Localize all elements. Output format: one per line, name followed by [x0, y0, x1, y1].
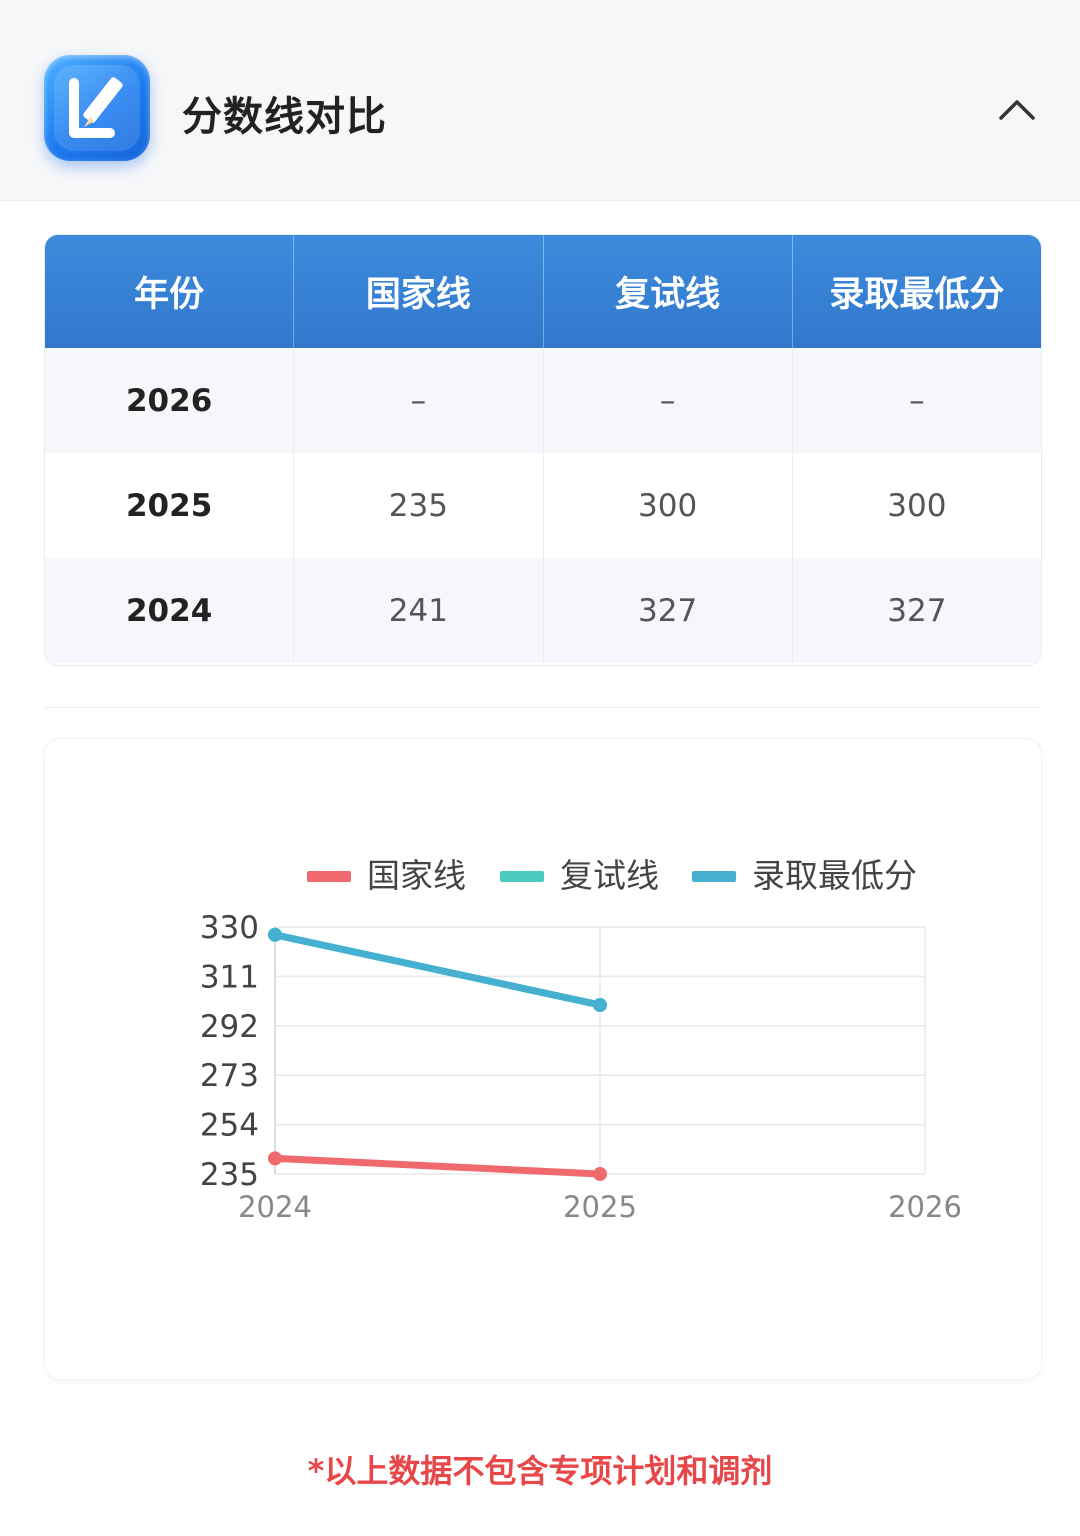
table-cell: 327 [887, 592, 947, 629]
pencil-edit-icon [44, 55, 150, 161]
data-point [593, 1167, 607, 1181]
x-tick-label: 2026 [888, 1190, 962, 1224]
series-line [271, 1154, 604, 1178]
legend-label: 国家线 [367, 856, 466, 895]
table-cell: 235 [294, 453, 544, 558]
data-point [268, 927, 282, 942]
table-cell: – [544, 348, 793, 453]
line-chart-card: 330 311 292 273 254 235 2024 2025 2026 国家线 复试线 录取最低… [44, 738, 1042, 1380]
legend-swatch [307, 871, 351, 882]
section-header: 分数线对比 [0, 0, 1080, 201]
x-tick-label: 2024 [238, 1190, 312, 1224]
page-title: 分数线对比 [182, 94, 387, 140]
table-cell: 300 [887, 487, 947, 524]
legend-swatch [692, 871, 736, 882]
table-cell: 2025 [45, 453, 295, 558]
series-line [271, 931, 604, 1009]
table-cell: 241 [294, 558, 544, 663]
x-tick-label: 2025 [563, 1190, 637, 1224]
data-point [268, 1151, 282, 1166]
y-tick-label: 235 [200, 1157, 259, 1193]
table-cell: – [294, 348, 544, 453]
y-tick-label: 273 [200, 1058, 259, 1094]
section-divider [44, 707, 1040, 708]
y-tick-label: 330 [200, 910, 259, 946]
column-header-national-line: 国家线 [294, 235, 544, 348]
table-cell: 2024 [45, 558, 295, 663]
chevron-up-icon[interactable] [992, 84, 1042, 134]
legend-label: 录取最低分 [752, 856, 917, 895]
table-cell: 327 [544, 558, 793, 663]
column-header-retest-line: 复试线 [544, 235, 793, 348]
column-header-min-admission: 录取最低分 [829, 275, 1005, 315]
table-row: 2026 – – – [45, 348, 1041, 453]
y-tick-label: 292 [200, 1009, 259, 1045]
table-cell: 300 [544, 453, 793, 558]
column-header-year: 年份 [45, 235, 295, 348]
y-tick-label: 254 [200, 1108, 259, 1144]
table-cell: 2026 [45, 348, 295, 453]
table-row: 2025 235 300 300 [45, 453, 1041, 558]
footnote: *以上数据不包含专项计划和调剂 [307, 1452, 773, 1490]
y-tick-label: 311 [200, 959, 259, 995]
legend-swatch [500, 871, 544, 882]
table-cell: – [909, 382, 925, 419]
legend-label: 复试线 [560, 856, 659, 895]
table-header: 年份 国家线 复试线 录取最低分 [45, 235, 1041, 348]
score-table: 年份 国家线 复试线 录取最低分 2026 – – – 2025 235 300… [44, 234, 1042, 666]
table-row: 2024 241 327 327 [45, 558, 1041, 663]
data-point [593, 998, 607, 1012]
